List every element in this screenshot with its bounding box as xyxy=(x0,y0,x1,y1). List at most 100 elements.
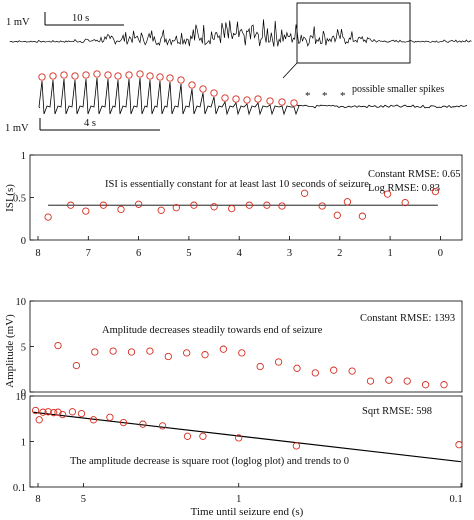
spike-marker xyxy=(199,85,207,93)
log-x-tick-label: 8 xyxy=(35,494,40,505)
spike-marker xyxy=(82,71,90,79)
log-point xyxy=(119,418,128,427)
log-point xyxy=(54,408,62,416)
isi-point xyxy=(67,201,75,209)
amp-y-ticks: 0 5 10 xyxy=(16,297,34,399)
isi-x-tick-label: 4 xyxy=(237,248,243,259)
scale-top-voltage-label: 1 mV xyxy=(6,17,30,28)
isi-point xyxy=(333,211,341,219)
amp-point xyxy=(91,348,99,356)
spike-marker xyxy=(125,71,133,79)
isi-y-tick-label: 1 xyxy=(21,151,26,162)
spike-marker xyxy=(177,76,185,84)
eeg-trace-overview xyxy=(9,19,472,47)
amp-point xyxy=(54,341,62,350)
isi-point xyxy=(99,201,108,209)
x-axis-label: Time until seizure end (s) xyxy=(191,506,304,518)
amp-y-tick-label: 5 xyxy=(21,343,26,354)
isi-x-tick-label: 0 xyxy=(438,248,443,259)
spike-marker xyxy=(243,96,251,104)
log-point xyxy=(455,441,463,449)
log-y-tick-label: 10 xyxy=(16,392,27,403)
spike-marker xyxy=(254,95,262,103)
amp-point xyxy=(421,381,430,389)
log-point xyxy=(158,422,167,430)
isi-x-tick-label: 3 xyxy=(287,248,292,259)
log-point xyxy=(35,416,43,424)
isi-point xyxy=(157,206,165,214)
amp-point xyxy=(109,347,117,355)
log-x-tick-label: 0.1 xyxy=(449,494,462,505)
amp-point xyxy=(72,361,81,370)
loglog-panel: 0.1 1 10 8 5 1 0.1 The amplitude decrease is … xyxy=(13,392,463,518)
amp-point xyxy=(348,367,356,375)
amp-data-points xyxy=(54,341,448,389)
spike-marker xyxy=(210,89,218,97)
isi-point xyxy=(318,202,326,210)
spike-marker xyxy=(146,72,154,80)
smaller-spikes-note: possible smaller spikes xyxy=(352,84,444,95)
scale-zoom-time-label: 4 s xyxy=(84,118,96,129)
spike-marker xyxy=(156,73,164,81)
log-annotation: The amplitude decrease is square root (l… xyxy=(70,456,349,467)
amp-y-tick-label: 10 xyxy=(16,297,27,308)
log-point xyxy=(199,432,207,440)
log-x-tick-label: 1 xyxy=(236,494,241,505)
log-point xyxy=(58,410,67,419)
spike-marker xyxy=(49,72,57,80)
isi-point xyxy=(172,204,180,212)
amp-y-axis-label: Amplitude (mV) xyxy=(4,314,16,388)
zoom-window xyxy=(296,2,411,64)
amp-point xyxy=(385,376,393,384)
spike-marker xyxy=(278,98,286,106)
isi-point xyxy=(401,198,409,207)
log-point xyxy=(50,409,58,417)
isi-rmse-log: Log RMSE: 0.83 xyxy=(368,183,440,194)
amp-point xyxy=(366,377,375,385)
log-y-ticks: 0.1 1 10 xyxy=(13,392,34,494)
asterisk-marker: * xyxy=(305,90,311,102)
log-point xyxy=(77,409,86,418)
amp-point xyxy=(311,369,319,377)
log-point xyxy=(235,434,243,442)
spike-marker xyxy=(38,73,46,81)
amp-point xyxy=(274,358,283,366)
spike-marker xyxy=(71,72,79,80)
spike-marker xyxy=(266,97,274,105)
log-y-tick-label: 1 xyxy=(21,438,26,449)
amp-point xyxy=(238,349,246,357)
log-x-ticks: 8 5 1 0.1 xyxy=(35,483,463,505)
log-point xyxy=(31,406,40,415)
spike-marker xyxy=(290,99,298,107)
amplitude-panel: 0 5 10 Amplitude (mV) Amplitude decreases … xyxy=(4,297,463,399)
spike-marker xyxy=(114,72,122,80)
amp-point xyxy=(164,352,172,361)
log-point xyxy=(39,408,47,416)
trace-panel: 1 mV 10 s * * * possible smaller spikes … xyxy=(5,2,472,134)
amp-point xyxy=(403,377,411,385)
amp-point xyxy=(293,364,301,372)
log-point xyxy=(139,420,147,428)
log-point xyxy=(68,408,77,416)
amp-point xyxy=(146,347,154,355)
amp-point xyxy=(440,381,448,389)
isi-x-tick-label: 7 xyxy=(86,248,91,259)
log-point xyxy=(106,413,114,421)
log-data-points xyxy=(31,406,463,450)
amp-rmse-constant: Constant RMSE: 1393 xyxy=(360,313,455,324)
isi-y-tick-label: 0 xyxy=(21,236,26,247)
isi-x-tick-label: 2 xyxy=(337,248,342,259)
scale-top-time-label: 10 s xyxy=(72,13,89,24)
asterisk-marker: * xyxy=(340,90,346,102)
log-rmse-sqrt: Sqrt RMSE: 598 xyxy=(362,406,432,417)
amp-point xyxy=(183,349,191,357)
spike-markers xyxy=(38,70,298,107)
isi-point xyxy=(44,213,52,221)
spike-marker xyxy=(136,70,144,78)
isi-y-ticks: 00.51 xyxy=(13,151,34,247)
isi-y-tick-label: 0.5 xyxy=(13,194,26,205)
amp-point xyxy=(201,351,209,359)
isi-point xyxy=(82,207,90,215)
